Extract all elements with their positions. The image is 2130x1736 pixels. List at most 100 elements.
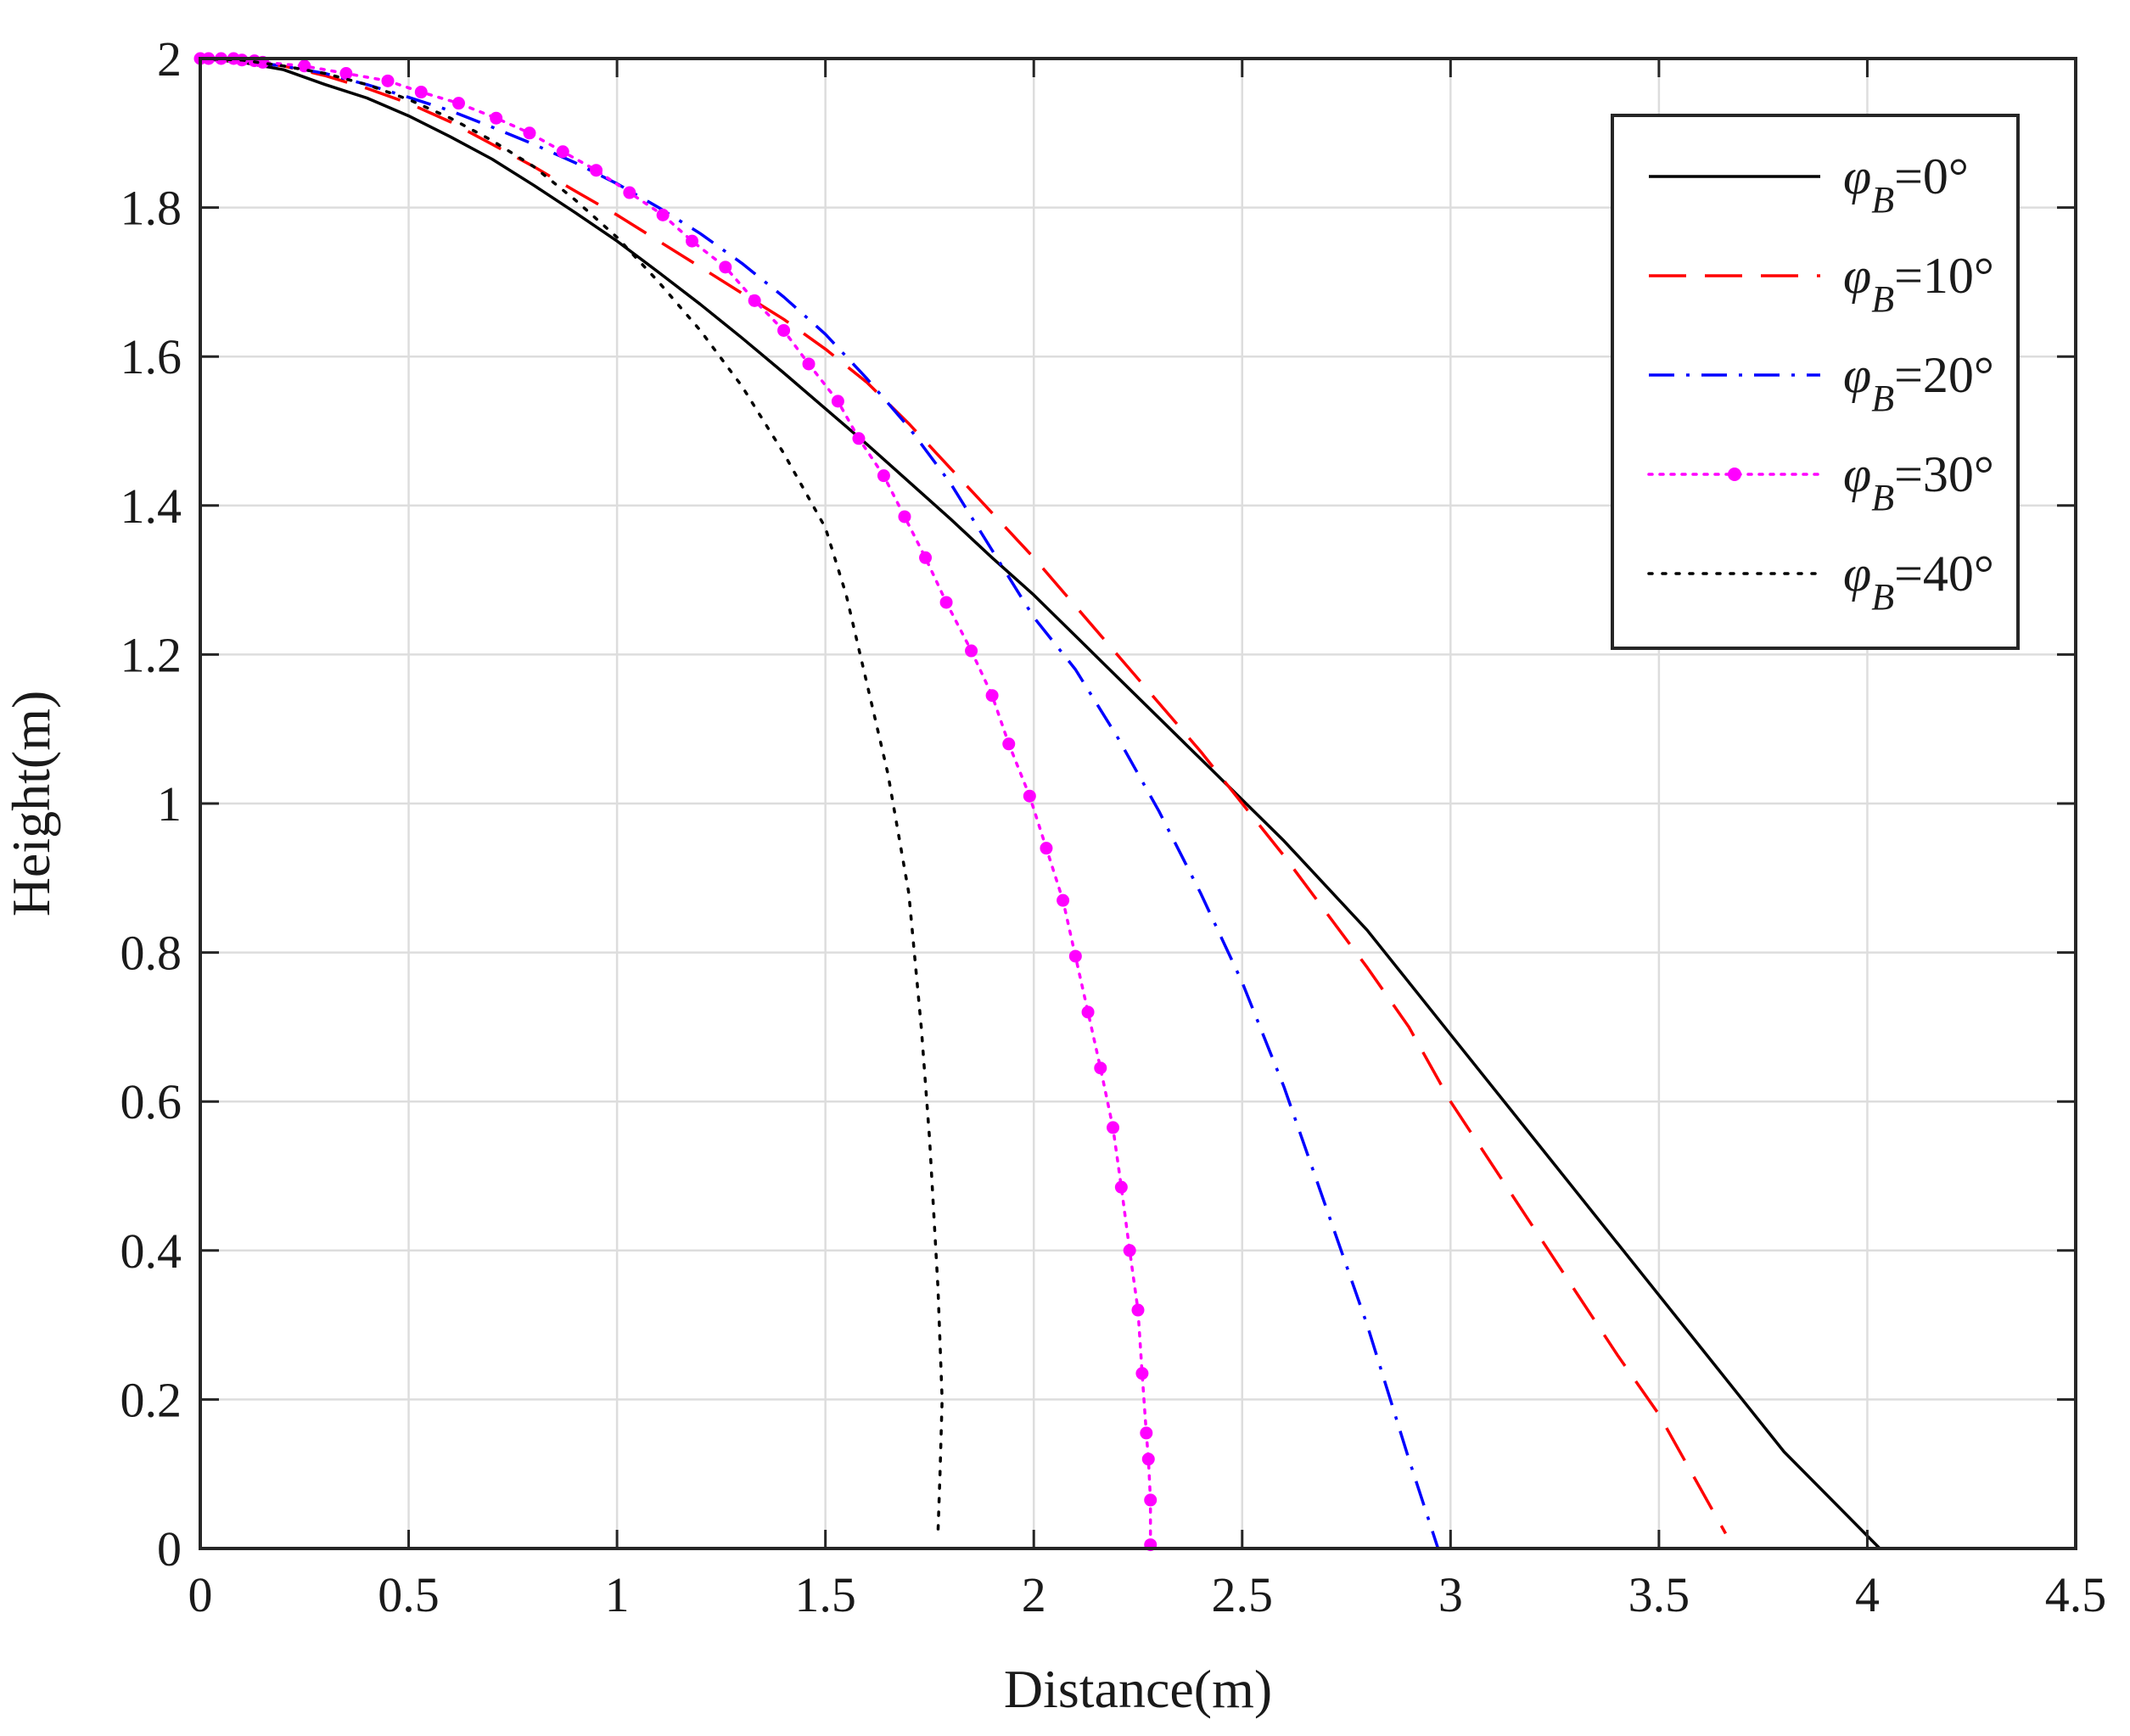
legend-entry: φB=0° — [1649, 148, 1969, 221]
data-point — [985, 689, 999, 703]
data-point — [919, 551, 933, 564]
data-point — [939, 596, 953, 609]
y-tick-label: 1.8 — [121, 181, 182, 236]
y-tick-label: 0.2 — [121, 1372, 182, 1427]
data-point — [1141, 1453, 1155, 1466]
data-point — [1057, 893, 1070, 907]
y-tick-label: 0.6 — [121, 1074, 182, 1129]
data-point — [523, 126, 536, 140]
legend-label: φB=40° — [1843, 546, 1994, 618]
data-point — [1114, 1180, 1128, 1194]
series-phi_B=20 — [199, 57, 1440, 1549]
legend-label: φB=30° — [1843, 446, 1994, 518]
series-line — [199, 57, 1728, 1535]
tick-labels: 0 0.5 1 1.5 2 2.5 3 3.5 4 4.5 0 0.2 0.4 0.6 0.8 1 1.2 1.4… — [121, 31, 2107, 1622]
x-tick-label: 4 — [1855, 1567, 1880, 1622]
x-tick-label: 1.5 — [794, 1567, 856, 1622]
data-point — [381, 74, 395, 87]
legend-symbol: φ — [1843, 347, 1871, 403]
data-point — [1040, 842, 1053, 855]
legend-entry: φB=20° — [1649, 347, 1994, 419]
data-point — [623, 186, 636, 199]
y-tick-label: 1.2 — [121, 627, 182, 682]
x-tick-label: 4.5 — [2045, 1567, 2107, 1622]
y-axis-title: Height(m) — [1, 691, 61, 917]
legend-entry: φB=30° — [1647, 446, 1994, 518]
y-tick-label: 1.6 — [121, 329, 182, 384]
data-point — [414, 86, 428, 99]
legend-value: =30° — [1894, 446, 1994, 502]
x-tick-label: 0 — [188, 1567, 213, 1622]
x-tick-label: 1 — [605, 1567, 630, 1622]
series-layer — [193, 52, 1881, 1552]
y-tick-label: 1.4 — [121, 479, 182, 534]
series-phi_B=40 — [199, 57, 944, 1536]
data-point — [490, 111, 503, 125]
series-phi_B=30 — [193, 52, 1157, 1552]
y-tick-label: 0.4 — [121, 1224, 182, 1279]
legend-label: φB=20° — [1843, 347, 1994, 419]
x-tick-label: 3 — [1438, 1567, 1463, 1622]
ticks — [199, 57, 2077, 1550]
legend: φB=0°φB=10°φB=20°φB=30°φB=40° — [1611, 114, 2020, 650]
data-point — [802, 357, 816, 371]
legend-entry: φB=40° — [1647, 546, 1994, 618]
series-phi_B=10 — [199, 57, 1728, 1535]
legend-label: φB=10° — [1843, 248, 1994, 320]
series-line — [199, 57, 1440, 1549]
legend-symbol: φ — [1843, 446, 1871, 502]
data-point — [1144, 1493, 1157, 1507]
data-point — [451, 97, 465, 110]
data-point — [748, 294, 761, 307]
x-tick-label: 0.5 — [378, 1567, 440, 1622]
legend-value: =40° — [1894, 546, 1994, 602]
data-point — [852, 432, 866, 445]
legend-subscript: B — [1871, 378, 1894, 419]
y-tick-label: 2 — [157, 31, 182, 87]
data-point — [339, 67, 353, 81]
data-point — [965, 644, 978, 658]
data-point — [1107, 1121, 1120, 1134]
legend-symbol: φ — [1843, 148, 1871, 204]
legend-box — [1611, 114, 2020, 650]
legend-symbol: φ — [1843, 248, 1871, 304]
legend-symbol: φ — [1843, 546, 1871, 602]
data-point — [686, 234, 699, 248]
data-point — [556, 145, 569, 159]
data-point — [898, 510, 911, 524]
data-point — [1140, 1426, 1153, 1440]
x-tick-label: 3.5 — [1628, 1567, 1690, 1622]
legend-subscript: B — [1871, 179, 1894, 221]
y-tick-label: 1 — [157, 776, 182, 832]
data-point — [1023, 789, 1036, 803]
y-tick-label: 0 — [157, 1521, 182, 1576]
legend-entry: φB=10° — [1649, 248, 1994, 320]
legend-subscript: B — [1871, 278, 1894, 320]
data-point — [777, 323, 791, 337]
data-point — [719, 260, 732, 274]
legend-value: =10° — [1894, 248, 1994, 304]
legend-value: =0° — [1894, 148, 1969, 204]
y-tick-label: 0.8 — [121, 926, 182, 981]
data-point — [1123, 1244, 1136, 1257]
series-line — [199, 57, 1881, 1550]
x-axis-title: Distance(m) — [1004, 1659, 1272, 1719]
legend-subscript: B — [1871, 477, 1894, 518]
legend-marker — [1728, 468, 1741, 481]
data-point — [1094, 1061, 1107, 1075]
data-point — [1002, 737, 1016, 751]
series-phi_B=0 — [199, 57, 1881, 1550]
legend-subscript: B — [1871, 576, 1894, 618]
legend-label: φB=0° — [1843, 148, 1969, 221]
data-point — [656, 208, 670, 221]
data-point — [831, 395, 844, 408]
x-tick-label: 2 — [1022, 1567, 1046, 1622]
data-point — [1135, 1367, 1149, 1380]
data-point — [590, 164, 603, 177]
data-point — [1131, 1303, 1145, 1317]
x-tick-label: 2.5 — [1212, 1567, 1274, 1622]
data-point — [877, 469, 890, 483]
data-point — [1068, 949, 1082, 963]
series-line — [199, 57, 944, 1536]
